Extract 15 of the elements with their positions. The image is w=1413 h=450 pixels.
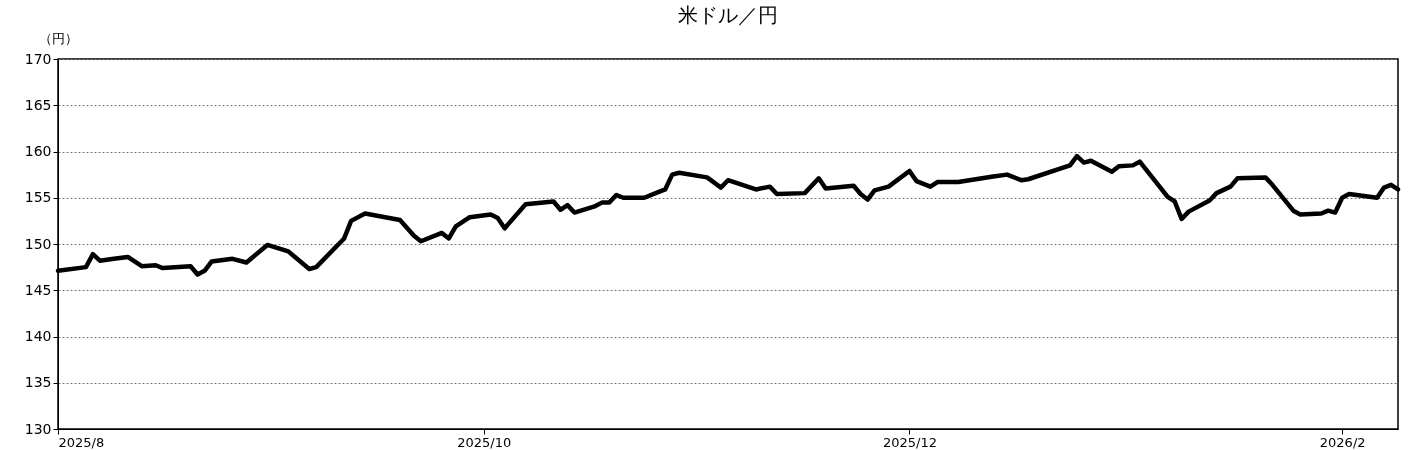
y-tick-label: 160 [24,143,52,159]
y-tick-label: 170 [24,50,52,67]
y-tick-label: 140 [24,328,52,344]
y-axis-title: （円） [38,30,78,46]
x-tick-label: 2026/2 [1319,434,1366,450]
chart-title: 米ドル／円 [678,3,778,27]
y-tick-label: 155 [24,189,52,206]
y-tick-label: 165 [24,96,52,113]
x-tick-label: 2025/12 [882,434,937,450]
x-tick-label: 2025/10 [457,434,512,450]
y-tick-label: 135 [24,374,52,391]
y-tick-label: 145 [24,281,52,298]
y-tick-label: 150 [24,235,52,252]
y-tick-label: 130 [24,420,52,437]
x-tick-label: 2025/8 [58,434,105,450]
